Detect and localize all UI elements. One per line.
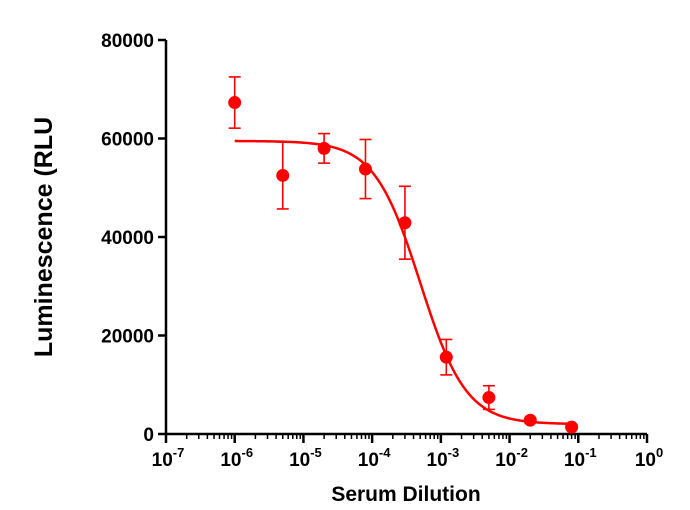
x-tick-label: 10-6 <box>220 445 253 471</box>
x-tick-base: 10 <box>635 450 656 471</box>
data-point <box>398 216 412 230</box>
x-tick-exponent: -1 <box>585 445 597 460</box>
x-tick-exponent: 0 <box>656 445 663 460</box>
data-point <box>565 420 579 434</box>
x-tick-base: 10 <box>495 450 516 471</box>
x-tick-base: 10 <box>564 450 585 471</box>
y-tick-label: 0 <box>143 425 154 446</box>
data-point <box>317 141 331 155</box>
x-tick-base: 10 <box>220 450 241 471</box>
x-tick-base: 10 <box>358 450 379 471</box>
x-tick-base: 10 <box>289 450 310 471</box>
data-point <box>228 96 242 110</box>
x-tick-exponent: -7 <box>173 445 185 460</box>
data-point <box>358 162 372 176</box>
x-tick-label: 100 <box>635 445 663 471</box>
y-tick-label: 60000 <box>101 130 154 151</box>
x-tick-label: 10-2 <box>495 445 528 471</box>
data-point <box>523 413 537 427</box>
x-axis-title: Serum Dilution <box>331 483 480 506</box>
x-tick-base: 10 <box>152 450 173 471</box>
x-ticks: 10-7 10-6 10-5 10-4 10-3 10-2 10-1 100 <box>152 434 663 471</box>
x-tick-label: 10-5 <box>289 445 322 471</box>
y-axis-title: Luminescence (RLU <box>30 117 58 357</box>
y-tick-label: 40000 <box>101 228 154 249</box>
data-point <box>276 168 290 182</box>
x-tick-label: 10-1 <box>564 445 597 471</box>
x-tick-exponent: -6 <box>242 445 254 460</box>
y-ticks: 0 20000 40000 60000 80000 <box>101 31 166 446</box>
x-tick-exponent: -3 <box>448 445 460 460</box>
y-tick-label: 80000 <box>101 31 154 52</box>
x-tick-label: 10-3 <box>427 445 460 471</box>
x-tick-exponent: -5 <box>310 445 322 460</box>
x-tick-label: 10-7 <box>152 445 185 471</box>
y-tick-label: 20000 <box>101 327 154 348</box>
data-points <box>228 96 579 434</box>
x-tick-exponent: -2 <box>516 445 528 460</box>
x-tick-label: 10-4 <box>358 445 391 471</box>
error-bars <box>228 76 578 430</box>
fit-curve <box>234 139 572 426</box>
x-tick-base: 10 <box>427 450 448 471</box>
data-point <box>439 350 453 364</box>
x-tick-exponent: -4 <box>379 445 391 460</box>
data-point <box>482 391 496 405</box>
